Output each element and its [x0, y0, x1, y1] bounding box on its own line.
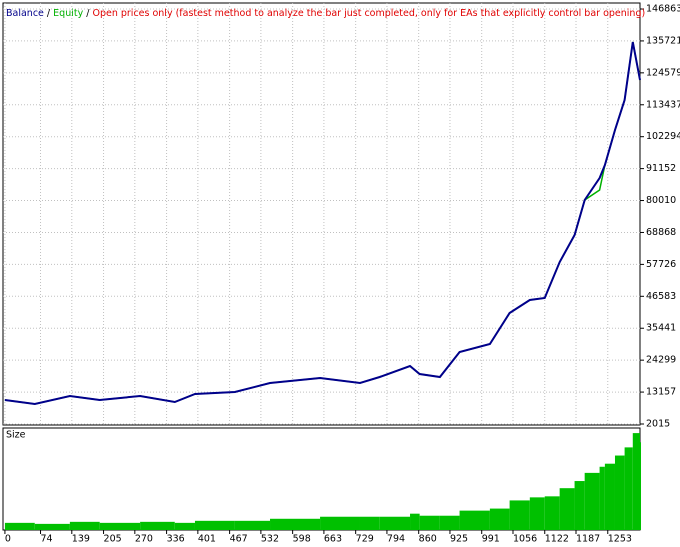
size-bar: [529, 497, 545, 530]
size-bar: [509, 500, 530, 530]
y-tick-label: 35441: [646, 323, 676, 334]
x-tick-label: 74: [41, 534, 53, 545]
legend-entry: Balance: [6, 8, 44, 19]
y-tick-label: 102294: [646, 131, 680, 142]
size-title: Size: [6, 430, 26, 441]
legend-entry: Equity: [53, 8, 83, 19]
y-tick-label: 91152: [646, 163, 676, 174]
size-bar: [194, 520, 235, 530]
size-bar: [140, 521, 175, 530]
y-tick-label: 13157: [646, 387, 676, 398]
x-tick-label: 1187: [576, 534, 600, 545]
size-bar: [69, 521, 100, 530]
x-tick-label: 1122: [545, 534, 569, 545]
y-tick-label: 124579: [646, 67, 680, 78]
size-bar: [419, 515, 440, 530]
size-bar: [599, 466, 605, 530]
size-bar: [559, 488, 575, 530]
x-tick-label: 139: [72, 534, 90, 545]
x-tick-label: 336: [167, 534, 185, 545]
series-line: [4, 41, 641, 406]
x-tick-label: 794: [387, 534, 405, 545]
size-bar: [544, 496, 560, 530]
x-tick-label: 270: [135, 534, 153, 545]
x-tick-label: 532: [261, 534, 279, 545]
legend: Balance / Equity / Open prices only (fas…: [6, 8, 645, 19]
size-bar: [410, 513, 420, 530]
size-bar: [640, 442, 641, 530]
size-bar: [320, 516, 360, 530]
size-bar: [34, 523, 70, 530]
y-tick-label: 135721: [646, 35, 680, 46]
x-tick-label: 729: [356, 534, 374, 545]
x-tick-label: 860: [419, 534, 437, 545]
subtitle: Open prices only (fastest method to anal…: [92, 8, 645, 19]
grid: [3, 3, 644, 534]
y-tick-label: 46583: [646, 291, 676, 302]
y-tick-label: 80010: [646, 195, 676, 206]
size-bar: [4, 522, 35, 530]
x-tick-label: 925: [450, 534, 468, 545]
y-tick-label: 57726: [646, 259, 676, 270]
size-bar: [624, 447, 633, 530]
size-bar: [614, 455, 625, 530]
x-tick-label: 401: [198, 534, 216, 545]
size-bar: [359, 516, 380, 530]
legend-separator: /: [47, 8, 51, 19]
size-bar: [234, 520, 271, 530]
x-tick-label: 598: [293, 534, 311, 545]
x-tick-label: 1253: [608, 534, 632, 545]
size-bar: [174, 522, 195, 530]
y-tick-label: 146863: [646, 3, 680, 14]
x-tick-label: 205: [104, 534, 122, 545]
y-tick-label: 68868: [646, 227, 676, 238]
size-bar: [489, 508, 510, 530]
marks: [4, 41, 641, 530]
size-bar: [584, 472, 600, 530]
size-bar: [270, 518, 321, 530]
size-bar: [459, 510, 490, 530]
y-tick-label: 2015: [646, 419, 670, 430]
size-bar: [574, 481, 585, 530]
x-tick-label: 991: [482, 534, 500, 545]
x-tick-label: 1056: [513, 534, 537, 545]
size-bar: [439, 515, 460, 530]
y-tick-label: 113437: [646, 99, 680, 110]
size-bar: [99, 522, 141, 530]
legend-separator: /: [86, 8, 90, 19]
size-bar: [379, 516, 411, 530]
x-tick-label: 663: [324, 534, 342, 545]
size-bar: [604, 463, 615, 530]
x-tick-label: 467: [230, 534, 248, 545]
size-bar: [632, 433, 640, 530]
y-tick-label: 24299: [646, 355, 676, 366]
x-tick-label: 0: [5, 534, 11, 545]
